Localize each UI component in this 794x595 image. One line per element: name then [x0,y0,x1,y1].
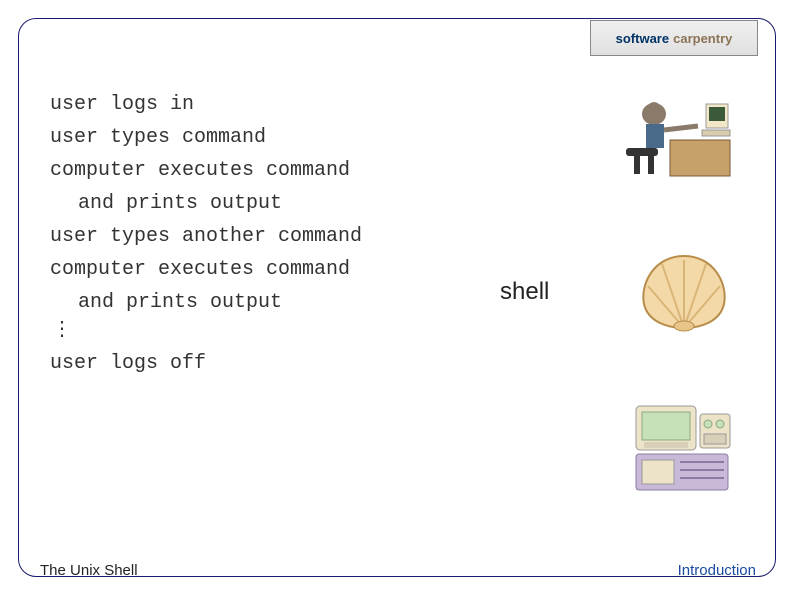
logo-left: software [616,31,669,46]
shell-icon [634,248,734,334]
footer-left: The Unix Shell [40,562,138,579]
line-login: user logs in [50,88,470,121]
line-type1: user types command [50,121,470,154]
computer-icon [630,402,734,494]
line-ellipsis: ⋮ [50,319,470,347]
line-out1: and prints output [50,187,470,220]
line-type2: user types another command [50,220,470,253]
line-logoff: user logs off [50,347,470,380]
line-exec2: computer executes command [50,253,470,286]
logo-software-carpentry: software carpentry [590,20,758,56]
line-out2: and prints output [50,286,470,319]
logo-right: carpentry [673,31,732,46]
footer-right: Introduction [678,562,756,579]
line-exec1: computer executes command [50,154,470,187]
user-at-computer-icon [624,86,734,180]
session-text: user logs in user types command computer… [50,88,470,380]
shell-label: shell [500,278,549,306]
